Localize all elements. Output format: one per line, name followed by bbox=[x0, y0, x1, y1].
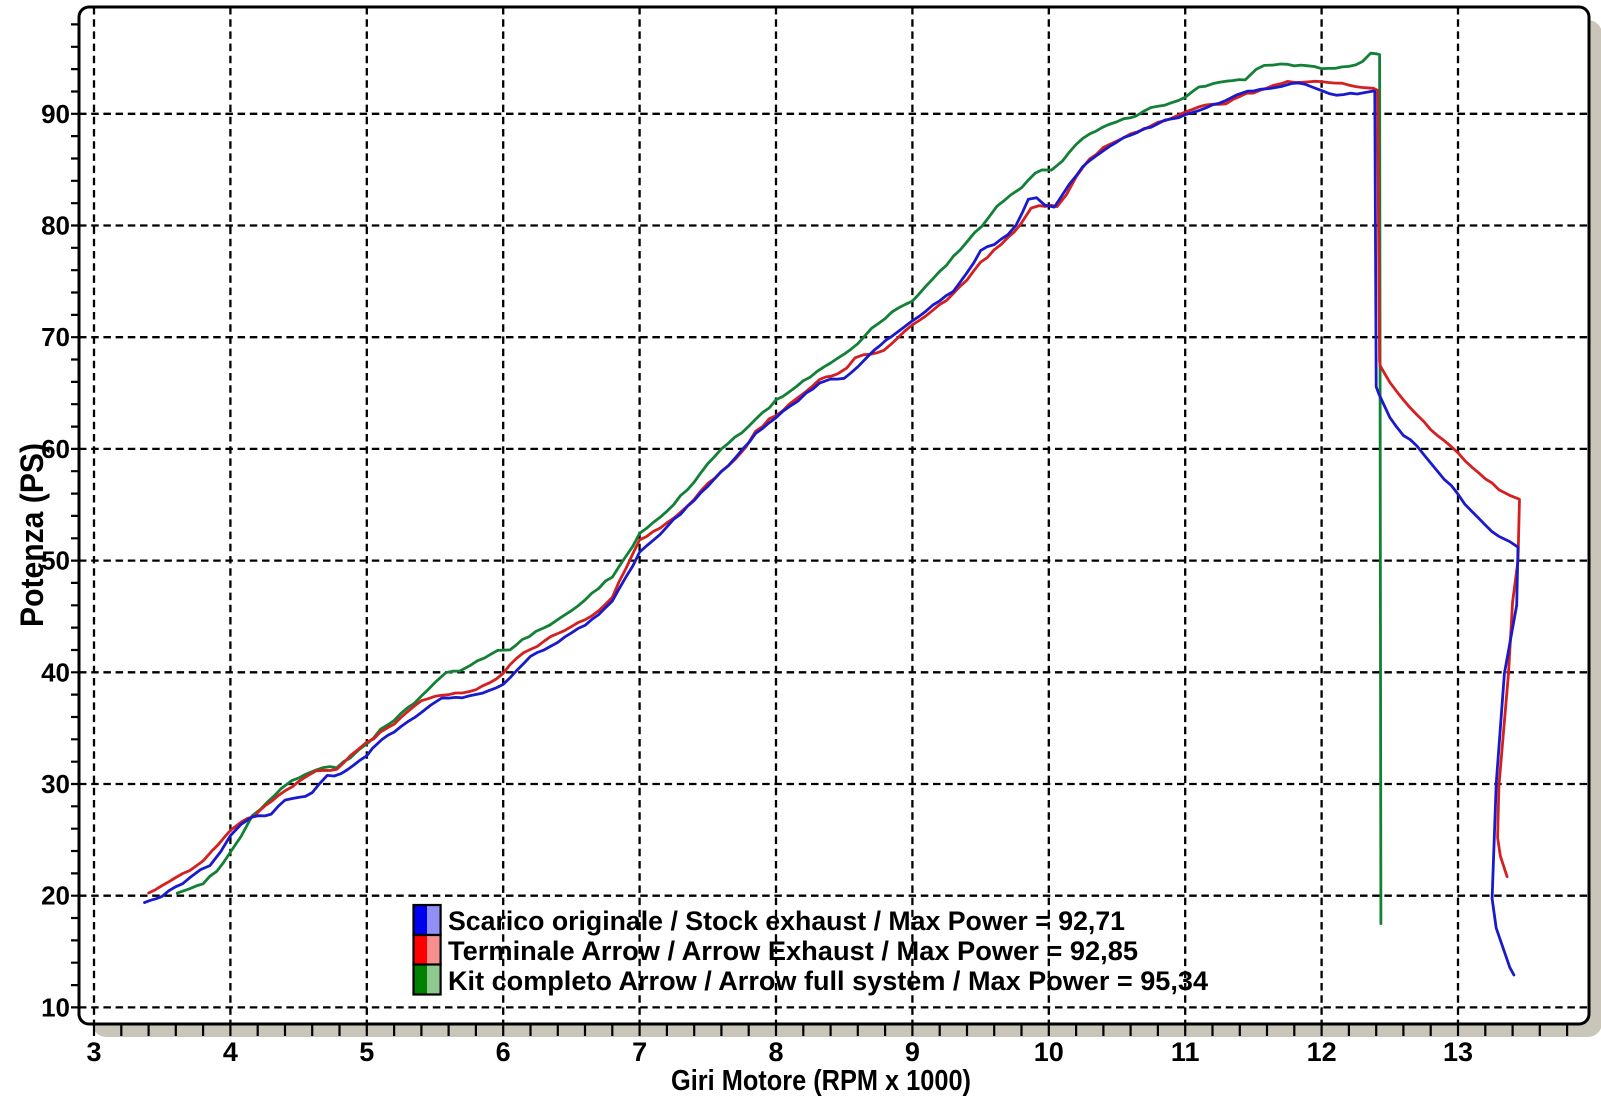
svg-text:7: 7 bbox=[632, 1037, 647, 1067]
svg-text:3: 3 bbox=[86, 1037, 101, 1067]
svg-text:Terminale Arrow / Arrow Exhaus: Terminale Arrow / Arrow Exhaust / Max Po… bbox=[448, 936, 1138, 966]
svg-text:60: 60 bbox=[41, 434, 70, 464]
svg-text:10: 10 bbox=[1034, 1037, 1064, 1067]
svg-text:13: 13 bbox=[1443, 1037, 1473, 1067]
svg-text:80: 80 bbox=[41, 211, 70, 241]
svg-text:10: 10 bbox=[41, 992, 70, 1022]
svg-text:Giri Motore (RPM x 1000): Giri Motore (RPM x 1000) bbox=[671, 1065, 971, 1097]
svg-text:40: 40 bbox=[41, 657, 70, 687]
svg-text:70: 70 bbox=[41, 322, 70, 352]
svg-text:8: 8 bbox=[768, 1037, 783, 1067]
svg-text:Scarico originale / Stock exha: Scarico originale / Stock exhaust / Max … bbox=[448, 906, 1125, 936]
svg-text:90: 90 bbox=[41, 99, 70, 129]
svg-text:30: 30 bbox=[41, 769, 70, 799]
svg-text:4: 4 bbox=[223, 1037, 238, 1067]
svg-text:9: 9 bbox=[905, 1037, 920, 1067]
svg-text:11: 11 bbox=[1171, 1037, 1200, 1067]
svg-text:5: 5 bbox=[359, 1037, 374, 1067]
svg-text:Potenza (PS): Potenza (PS) bbox=[14, 443, 50, 627]
svg-text:Kit completo Arrow / Arrow ful: Kit completo Arrow / Arrow full system /… bbox=[448, 966, 1208, 996]
svg-text:6: 6 bbox=[496, 1037, 511, 1067]
svg-text:50: 50 bbox=[41, 546, 70, 576]
svg-text:12: 12 bbox=[1307, 1037, 1337, 1067]
svg-text:20: 20 bbox=[41, 881, 70, 911]
